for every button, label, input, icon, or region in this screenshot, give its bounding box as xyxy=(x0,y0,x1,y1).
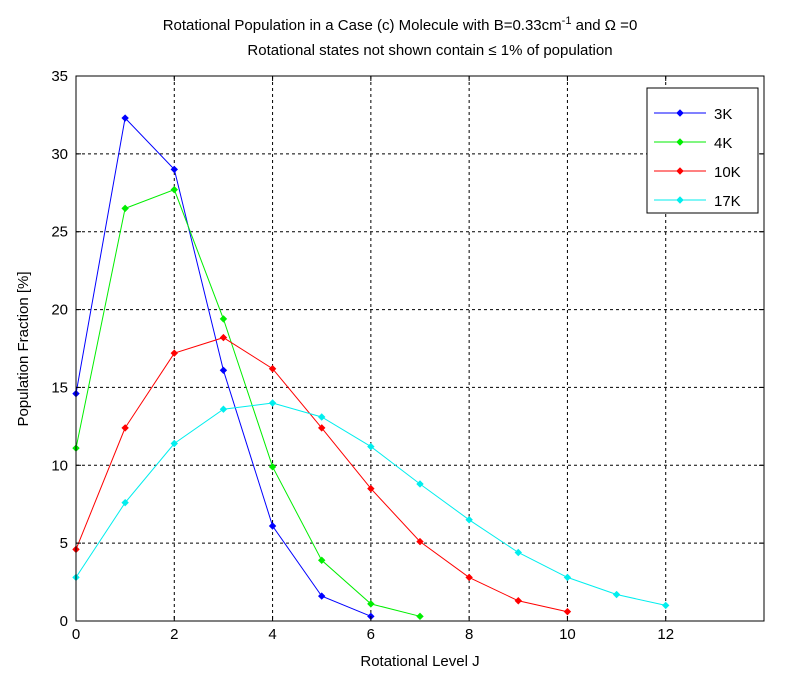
legend-label: 4K xyxy=(714,135,732,152)
data-point-17K xyxy=(268,399,277,407)
series-3K xyxy=(72,114,375,621)
data-point-3K xyxy=(318,592,326,600)
y-tick-label: 5 xyxy=(60,535,68,552)
data-point-17K xyxy=(563,573,572,582)
legend-marker xyxy=(676,167,684,175)
legend-label: 10K xyxy=(714,164,741,181)
legend-marker xyxy=(676,138,684,146)
data-point-4K xyxy=(367,600,375,608)
x-tick-label: 0 xyxy=(72,626,80,643)
data-point-3K xyxy=(170,165,178,174)
data-point-17K xyxy=(662,601,670,610)
data-point-17K xyxy=(465,516,473,524)
legend-box xyxy=(646,87,759,214)
data-point-10K xyxy=(465,573,473,582)
series-line-4K xyxy=(75,189,421,617)
chart-title-line1: Rotational Population in a Case (c) Mole… xyxy=(163,15,638,34)
data-point-4K xyxy=(121,204,129,213)
chart-title-line2: Rotational states not shown contain ≤ 1%… xyxy=(247,42,612,59)
x-tick-label: 6 xyxy=(367,626,375,643)
legend-item-10K: 10K xyxy=(654,164,741,181)
y-tick-label: 20 xyxy=(51,302,68,319)
data-point-10K xyxy=(416,537,424,546)
legend-marker xyxy=(676,109,684,117)
y-tick-label: 25 xyxy=(51,224,68,241)
data-point-17K xyxy=(219,405,228,413)
ticks: 0 2 4 6 8 10 12 0 5 10 15 20 25 30 35 xyxy=(51,68,765,643)
x-tick-label: 10 xyxy=(559,626,576,643)
data-point-10K xyxy=(367,484,375,493)
data-point-4K xyxy=(219,315,228,323)
y-tick-label: 15 xyxy=(51,379,68,396)
data-point-4K xyxy=(268,463,277,471)
data-point-4K xyxy=(318,556,326,564)
data-point-10K xyxy=(219,333,228,342)
data-point-17K xyxy=(416,480,424,488)
data-point-10K xyxy=(563,607,572,616)
y-tick-label: 30 xyxy=(51,146,68,163)
series-17K xyxy=(72,399,670,610)
series-group xyxy=(72,114,670,621)
data-point-3K xyxy=(268,522,277,530)
x-tick-label: 4 xyxy=(268,626,276,643)
data-point-10K xyxy=(121,424,129,432)
legend-label: 17K xyxy=(714,193,741,210)
data-point-10K xyxy=(268,365,277,373)
legend-item-4K: 4K xyxy=(654,135,732,152)
data-point-10K xyxy=(170,349,178,357)
x-axis-label: Rotational Level J xyxy=(360,653,479,670)
data-point-17K xyxy=(367,442,375,451)
legend-item-17K: 17K xyxy=(654,193,741,210)
data-point-4K xyxy=(416,612,424,621)
series-10K xyxy=(72,333,572,616)
data-point-17K xyxy=(612,590,621,599)
legend: 3K 4K 10K 17K xyxy=(646,87,759,214)
plot-frame xyxy=(75,75,765,622)
series-4K xyxy=(72,185,424,621)
x-tick-label: 8 xyxy=(465,626,473,643)
y-tick-label: 35 xyxy=(51,68,68,85)
y-axis-label: Population Fraction [%] xyxy=(15,271,32,426)
data-point-3K xyxy=(121,114,129,122)
data-point-10K xyxy=(318,424,326,432)
data-point-17K xyxy=(514,548,522,557)
data-point-17K xyxy=(170,439,178,448)
data-point-10K xyxy=(514,597,522,605)
y-tick-label: 10 xyxy=(51,457,68,474)
y-tick-label: 0 xyxy=(60,613,68,630)
x-tick-label: 12 xyxy=(657,626,674,643)
legend-label: 3K xyxy=(714,106,732,123)
data-point-4K xyxy=(170,185,178,194)
data-point-3K xyxy=(219,366,228,375)
data-point-17K xyxy=(121,498,129,507)
x-tick-label: 2 xyxy=(170,626,178,643)
legend-marker xyxy=(676,196,684,204)
legend-item-3K: 3K xyxy=(654,106,732,123)
data-point-17K xyxy=(318,413,326,421)
